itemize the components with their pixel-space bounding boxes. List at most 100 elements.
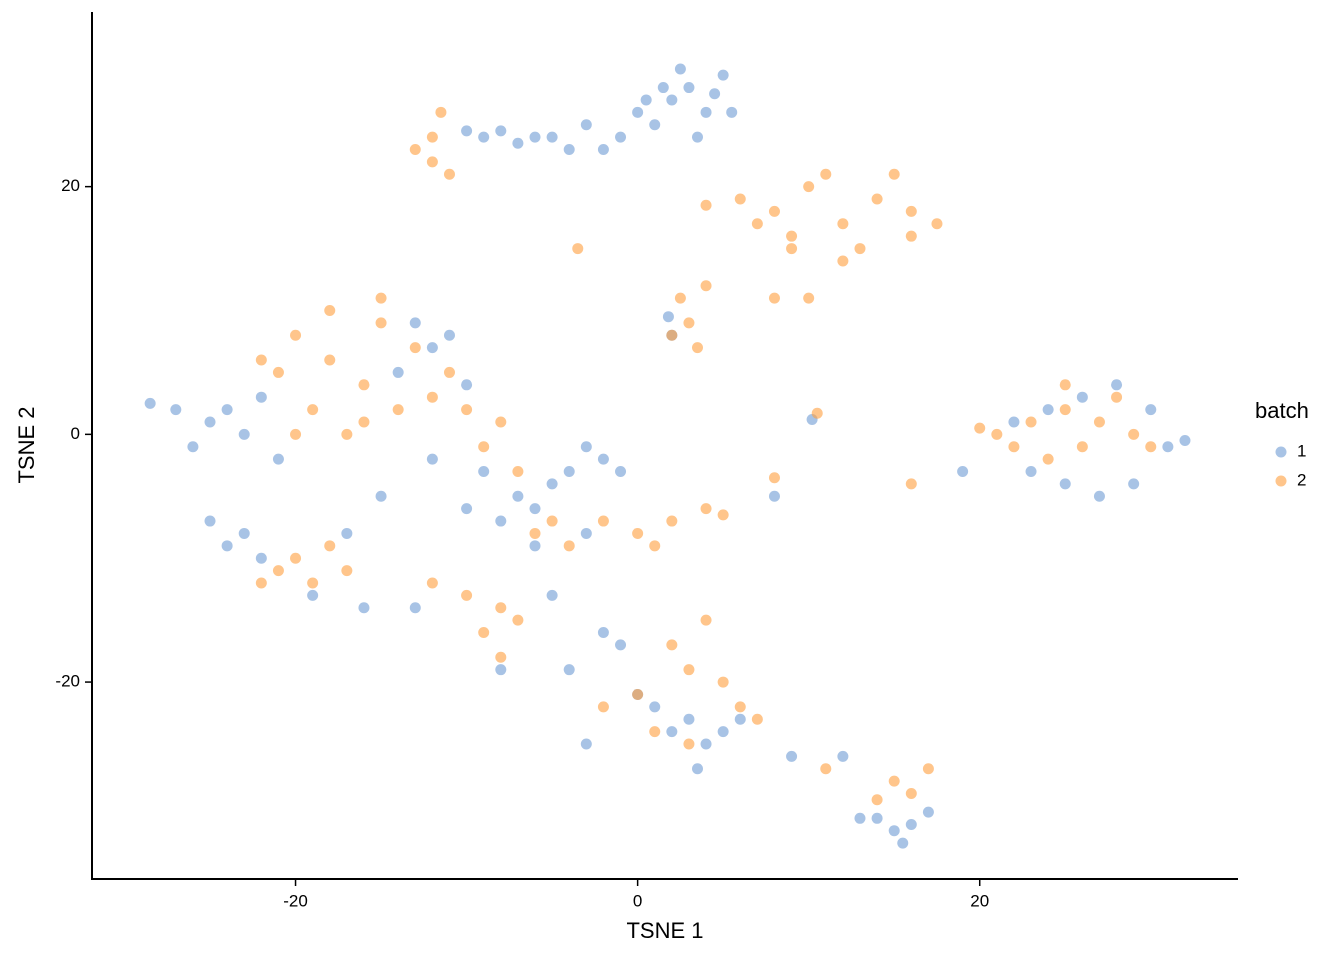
x-tick-label: 20 xyxy=(970,891,989,910)
point xyxy=(495,515,507,527)
point xyxy=(563,143,575,155)
point xyxy=(238,428,250,440)
point xyxy=(1179,435,1191,447)
point xyxy=(768,472,780,484)
point xyxy=(546,478,558,490)
y-axis-title: TSNE 2 xyxy=(14,406,39,483)
point xyxy=(435,106,447,118)
point xyxy=(700,280,712,292)
point xyxy=(666,329,678,341)
point xyxy=(478,131,490,143)
point xyxy=(409,602,421,614)
point xyxy=(649,540,661,552)
legend-marker xyxy=(1275,446,1287,458)
point xyxy=(691,342,703,354)
point xyxy=(563,664,575,676)
point xyxy=(700,503,712,515)
point xyxy=(426,453,438,465)
point xyxy=(717,676,729,688)
point xyxy=(426,577,438,589)
point xyxy=(358,602,370,614)
point xyxy=(512,466,524,478)
point xyxy=(580,119,592,131)
point xyxy=(341,428,353,440)
point xyxy=(324,354,336,366)
point xyxy=(683,738,695,750)
point xyxy=(255,354,267,366)
point xyxy=(837,750,849,762)
point xyxy=(649,726,661,738)
point xyxy=(1145,441,1157,453)
legend-label: 2 xyxy=(1297,470,1306,489)
legend-marker xyxy=(1275,475,1287,487)
point xyxy=(691,131,703,143)
point xyxy=(649,701,661,713)
point xyxy=(495,651,507,663)
x-axis-title: TSNE 1 xyxy=(626,918,703,943)
point xyxy=(871,794,883,806)
point xyxy=(683,713,695,725)
point xyxy=(272,565,284,577)
point xyxy=(255,577,267,589)
point xyxy=(666,94,678,106)
point xyxy=(666,515,678,527)
point xyxy=(221,540,233,552)
point xyxy=(478,627,490,639)
point xyxy=(324,540,336,552)
point xyxy=(854,812,866,824)
point xyxy=(734,713,746,725)
legend-label: 1 xyxy=(1297,441,1306,460)
point xyxy=(290,552,302,564)
point xyxy=(1111,379,1123,391)
point xyxy=(512,614,524,626)
point xyxy=(307,404,319,416)
point xyxy=(443,366,455,378)
point xyxy=(375,490,387,502)
point xyxy=(811,407,823,419)
point xyxy=(461,503,473,515)
point xyxy=(786,230,798,242)
point xyxy=(512,490,524,502)
point xyxy=(529,131,541,143)
point xyxy=(426,156,438,168)
point xyxy=(1093,416,1105,428)
point xyxy=(1025,466,1037,478)
point xyxy=(461,125,473,137)
point xyxy=(1162,441,1174,453)
point xyxy=(905,205,917,217)
point xyxy=(905,788,917,800)
point xyxy=(597,515,609,527)
point xyxy=(751,713,763,725)
point xyxy=(563,466,575,478)
point xyxy=(546,515,558,527)
point xyxy=(580,527,592,539)
point xyxy=(290,428,302,440)
point xyxy=(461,379,473,391)
point xyxy=(683,317,695,329)
point xyxy=(1093,490,1105,502)
y-tick-label: 20 xyxy=(61,176,80,195)
point xyxy=(974,422,986,434)
point xyxy=(546,131,558,143)
point xyxy=(1042,404,1054,416)
point xyxy=(615,639,627,651)
point xyxy=(683,664,695,676)
point xyxy=(443,329,455,341)
point xyxy=(837,218,849,230)
point xyxy=(255,391,267,403)
point xyxy=(1076,441,1088,453)
point xyxy=(1059,379,1071,391)
point xyxy=(375,317,387,329)
point xyxy=(615,466,627,478)
point xyxy=(700,738,712,750)
point xyxy=(717,69,729,81)
point xyxy=(666,726,678,738)
point xyxy=(957,466,969,478)
point xyxy=(991,428,1003,440)
point xyxy=(649,119,661,131)
point xyxy=(426,131,438,143)
point xyxy=(290,329,302,341)
point xyxy=(734,193,746,205)
point xyxy=(529,540,541,552)
point xyxy=(375,292,387,304)
